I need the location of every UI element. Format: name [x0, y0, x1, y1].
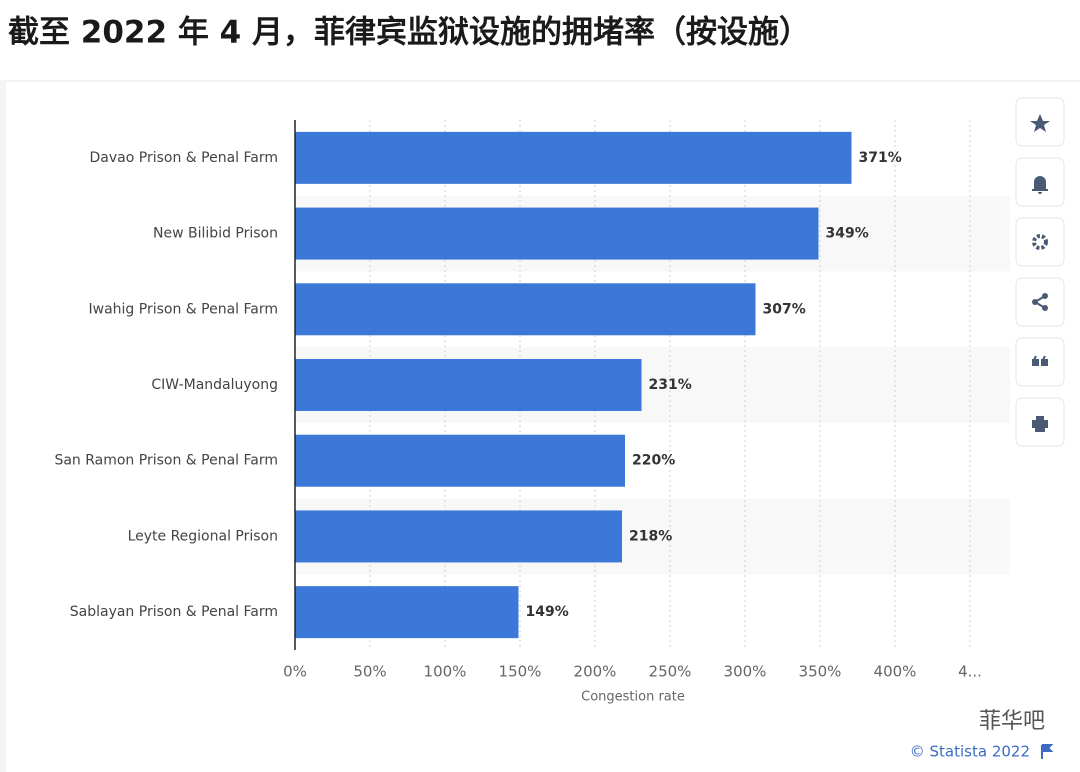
y-tick-label: CIW-Mandaluyong [151, 377, 278, 393]
x-tick-label: 150% [499, 663, 542, 681]
star-icon [1030, 114, 1050, 132]
settings-button[interactable] [1015, 217, 1065, 267]
bar [295, 510, 622, 563]
value-label: 371% [859, 150, 902, 166]
chart-title: 截至 2022 年 4 月，菲律宾监狱设施的拥堵率（按设施） [8, 15, 810, 51]
header-bg [0, 0, 1080, 80]
y-tick-label: Leyte Regional Prison [128, 528, 278, 544]
x-tick-label: 400% [874, 663, 917, 681]
source: © Statista 2022 [910, 743, 1030, 761]
x-tick-label: 50% [353, 663, 386, 681]
y-tick-label: Davao Prison & Penal Farm [90, 150, 278, 166]
value-label: 231% [649, 377, 692, 393]
bell-icon [1032, 176, 1048, 194]
bar [295, 586, 519, 639]
y-tick-label: New Bilibid Prison [153, 226, 278, 242]
x-tick-label: 4... [958, 663, 982, 681]
x-tick-label: 100% [424, 663, 467, 681]
x-tick-label: 200% [574, 663, 617, 681]
share-dot [1032, 299, 1038, 305]
value-label: 218% [629, 528, 672, 544]
flag-icon [1041, 744, 1054, 759]
bar [295, 283, 756, 336]
y-tick-label: Sablayan Prison & Penal Farm [70, 604, 278, 620]
value-label: 307% [763, 301, 806, 317]
toolbar [1015, 97, 1065, 447]
quote-icon [1032, 355, 1048, 366]
y-tick-label: Iwahig Prison & Penal Farm [89, 301, 279, 317]
x-tick-label: 250% [649, 663, 692, 681]
x-tick-label: 300% [724, 663, 767, 681]
printer-icon [1032, 416, 1048, 432]
share-dot [1042, 293, 1048, 299]
plot: 0% 50% 100% 150% 200% 250% 300% 350% 400% 4... Dav… [54, 120, 982, 681]
cite-button[interactable] [1015, 337, 1065, 387]
value-label: 220% [632, 453, 675, 469]
share-button[interactable] [1015, 277, 1065, 327]
bar [295, 207, 819, 260]
x-axis-label: Congestion rate [581, 690, 685, 705]
x-tick-label: 350% [799, 663, 842, 681]
bar [295, 131, 852, 184]
y-tick-label: San Ramon Prison & Penal Farm [54, 453, 278, 469]
value-label: 149% [526, 604, 569, 620]
card [6, 82, 1080, 772]
value-label: 349% [826, 226, 869, 242]
bar [295, 359, 642, 411]
bar [295, 434, 625, 487]
gear-icon [1032, 234, 1048, 250]
watermark: 菲华吧 [979, 709, 1045, 734]
x-tick-label: 0% [283, 663, 307, 681]
share-dot [1042, 305, 1048, 311]
